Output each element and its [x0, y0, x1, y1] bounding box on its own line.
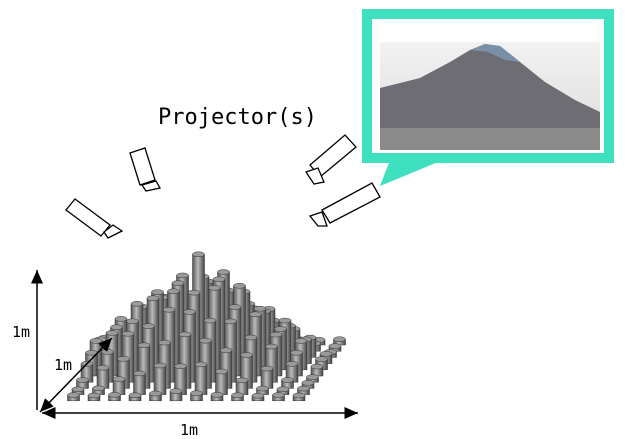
cylinder-top	[220, 348, 232, 353]
cylinder-top	[90, 338, 102, 343]
cylinder-top	[282, 378, 294, 383]
cylinder-top	[232, 393, 244, 398]
cylinder-top	[131, 301, 143, 306]
cylinder-top	[261, 366, 273, 371]
cylinder-top	[245, 335, 257, 340]
projector	[306, 135, 356, 184]
cylinder-top	[277, 387, 289, 392]
cylinder-top	[236, 378, 248, 383]
cylinder-top	[152, 290, 164, 295]
cylinder-body	[216, 372, 228, 395]
height-label: 1m	[12, 323, 30, 341]
cylinder-top	[172, 281, 184, 286]
cylinder-top	[150, 391, 162, 396]
cylinder-top	[295, 338, 307, 343]
cylinder-top	[72, 387, 84, 392]
depth-label: 1m	[54, 356, 72, 374]
cylinder-top	[129, 393, 141, 398]
cylinder-top	[111, 325, 123, 330]
cylinder-top	[122, 331, 134, 336]
cylinder-top	[329, 344, 341, 349]
cylinder-top	[138, 343, 150, 348]
cylinder-top	[229, 304, 241, 309]
cylinder-top	[279, 318, 291, 323]
cylinder-top	[216, 369, 228, 374]
cylinder-top	[154, 363, 166, 368]
cylinder-top	[88, 393, 100, 398]
cylinder-top	[275, 327, 287, 332]
cylinder-top	[266, 344, 278, 349]
cylinder-top	[170, 389, 182, 394]
cylinder-top	[177, 273, 189, 278]
cylinder-top	[250, 312, 262, 317]
cylinder-top	[211, 392, 223, 397]
cylinder-top	[286, 361, 298, 366]
cylinder-top	[179, 332, 191, 337]
cylinder-top	[195, 362, 207, 367]
cylinder-body	[97, 368, 109, 389]
cylinder-top	[293, 393, 305, 398]
cylinder-top	[147, 296, 159, 301]
cylinder-top	[320, 351, 332, 356]
projector	[66, 199, 122, 238]
cylinder-top	[159, 340, 171, 345]
cylinder-array	[68, 252, 346, 401]
cylinder-body	[154, 366, 166, 395]
cylinder-top	[109, 392, 121, 397]
cylinder-top	[93, 386, 105, 391]
cylinder-top	[115, 316, 127, 321]
cylinder-top	[311, 364, 323, 369]
diagram: Projector(s) 1m 1m 1m	[0, 0, 625, 439]
cylinder-top	[302, 380, 314, 385]
cylinder-top	[254, 306, 266, 311]
cylinder-top	[143, 324, 155, 329]
cylinder-top	[200, 338, 212, 343]
cylinder-top	[191, 391, 203, 396]
cylinder-body	[134, 373, 146, 394]
cylinder-top	[234, 283, 246, 288]
projector	[310, 183, 380, 226]
projectors	[66, 135, 380, 238]
cylinder-top	[163, 307, 175, 312]
cylinder-top	[106, 330, 118, 335]
cylinder-top	[193, 252, 205, 257]
cylinder-top	[204, 318, 216, 323]
photo-town	[380, 128, 600, 150]
cylinder-top	[218, 270, 230, 275]
cylinder-body	[195, 364, 207, 394]
callout	[367, 14, 609, 186]
cylinder-top	[291, 350, 303, 355]
cylinder-top	[316, 357, 328, 362]
cylinder-top	[77, 378, 89, 383]
cylinder-top	[184, 309, 196, 314]
cylinder-top	[188, 290, 200, 295]
cylinder-top	[97, 365, 109, 370]
cylinder-top	[168, 289, 180, 294]
cylinder-top	[134, 371, 146, 376]
cylinder-body	[261, 369, 273, 389]
cylinder-top	[273, 393, 285, 398]
cylinder-top	[68, 393, 80, 398]
cylinder-top	[298, 386, 310, 391]
cylinder-top	[118, 356, 130, 361]
projector	[130, 148, 160, 191]
cylinder-top	[334, 337, 346, 342]
cylinder-top	[127, 319, 139, 324]
width-label: 1m	[180, 421, 198, 439]
cylinder-top	[307, 375, 319, 380]
cylinder-top	[102, 349, 114, 354]
projector-label: Projector(s)	[158, 105, 317, 130]
cylinder-top	[241, 352, 253, 357]
cylinder-top	[257, 386, 269, 391]
cylinder-top	[175, 364, 187, 369]
cylinder-top	[225, 319, 237, 324]
cylinder-top	[113, 377, 125, 382]
cylinder-top	[209, 285, 221, 290]
cylinder-top	[213, 277, 225, 282]
cylinder-top	[270, 332, 282, 337]
cylinder-top	[252, 393, 264, 398]
